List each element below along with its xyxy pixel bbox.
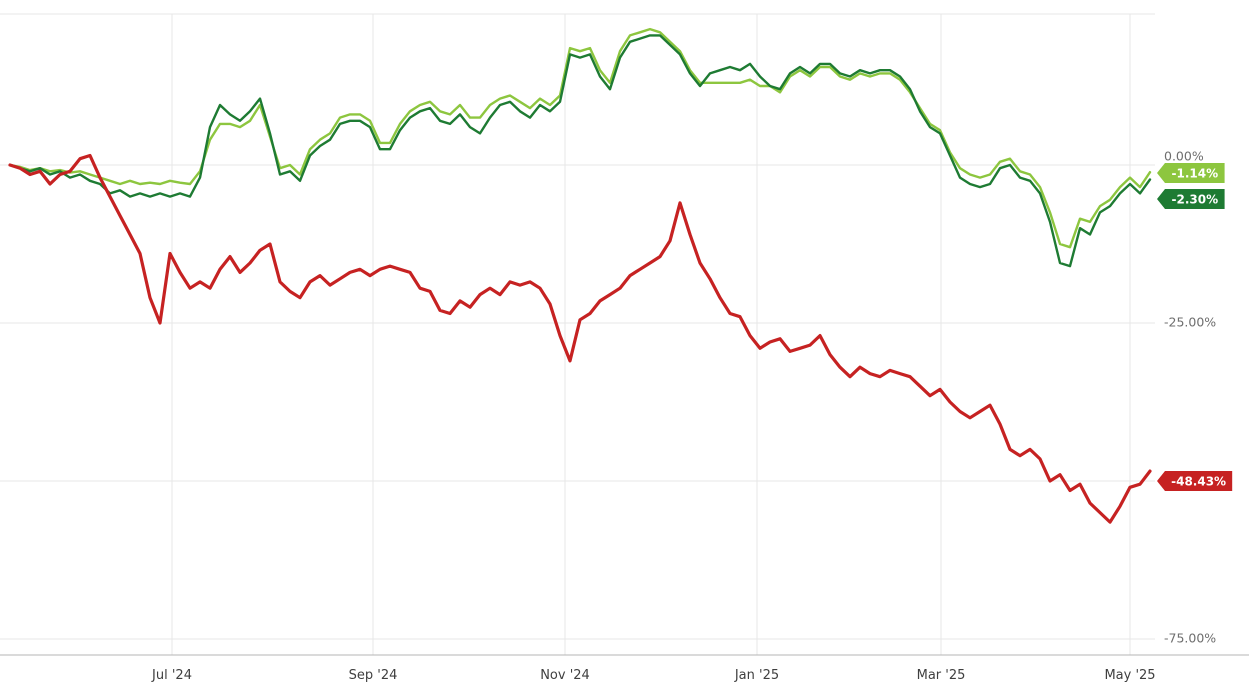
light-green-badge (1157, 163, 1225, 183)
x-axis-label: Nov '24 (540, 668, 590, 683)
red-line (8, 153, 1152, 524)
gridlines (0, 13, 1249, 656)
x-axis-label: Jul '24 (151, 668, 192, 683)
dark-green-badge-label: -2.30% (1171, 193, 1218, 207)
x-axis-label: Sep '24 (349, 668, 398, 683)
light-green-badge-label: -1.14% (1171, 167, 1218, 181)
x-axis-label: Mar '25 (917, 668, 966, 683)
dark-green-line (8, 34, 1152, 268)
red-badge-label: -48.43% (1171, 475, 1226, 489)
red-badge (1157, 471, 1233, 491)
y-axis-label: -75.00% (1164, 631, 1216, 646)
dark-green-badge (1157, 189, 1225, 209)
x-axis-label: May '25 (1104, 668, 1155, 683)
x-axis-label: Jan '25 (734, 668, 779, 683)
y-axis-label: 0.00% (1164, 149, 1204, 164)
y-axis-label: -25.00% (1164, 315, 1216, 330)
light-green-line (8, 27, 1152, 249)
